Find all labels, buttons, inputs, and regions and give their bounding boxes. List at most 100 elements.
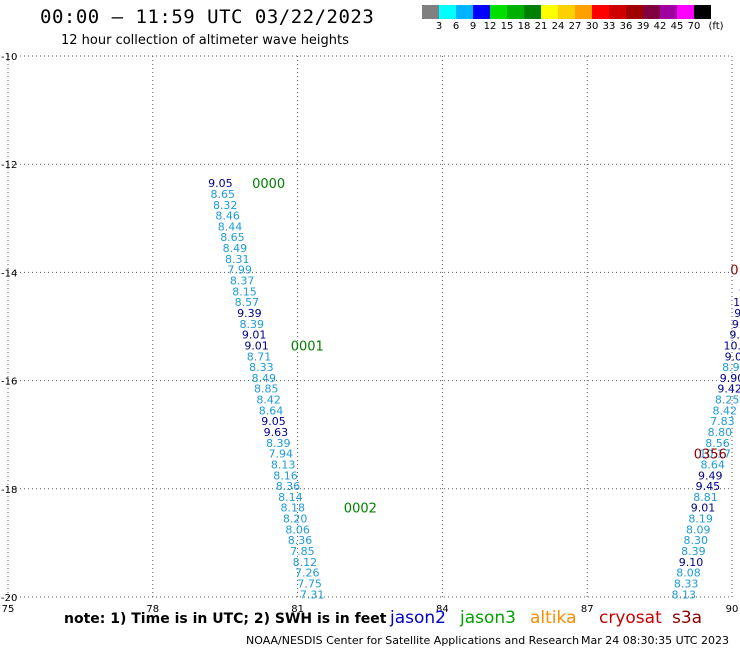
colorbar-tick-label: 42 <box>653 21 667 32</box>
colorbar-tick-label: 33 <box>602 21 616 32</box>
wave-height-label: 9.05 <box>208 177 233 190</box>
colorbar-tick-label: 6 <box>452 21 460 32</box>
wave-height-label: 9.01 <box>691 502 716 515</box>
colorbar-swatches <box>422 5 728 19</box>
wave-height-label: 9.39 <box>237 307 262 320</box>
wave-height-label: 8.14 <box>278 491 303 504</box>
colorbar-tick-label: 21 <box>534 21 548 32</box>
colorbar-tick-label: 27 <box>568 21 582 32</box>
x-tick-label: 90 <box>726 604 739 615</box>
wave-height-label: 8.85 <box>254 383 279 396</box>
x-tick-label: 87 <box>581 604 594 615</box>
wave-height-label: 8.18 <box>281 502 306 515</box>
wave-height-label: 7.26 <box>295 567 320 580</box>
y-tick-label: -16 <box>1 377 17 388</box>
wave-height-label: 8.08 <box>676 567 701 580</box>
wave-height-label: 8.31 <box>225 253 250 266</box>
wave-height-label: 10.17 <box>699 448 731 461</box>
generated-timestamp: Mar 24 08:30:35 UTC 2023 <box>581 634 729 647</box>
y-tick-label: -12 <box>1 160 17 171</box>
legend-jason3: jason3 <box>460 608 516 628</box>
colorbar-legend: 3 6 9 12 15 18 21 24 27 30 33 36 39 42 45 70 (ft) <box>422 5 728 37</box>
wave-height-label: 8.57 <box>235 296 260 309</box>
wave-height-label: 8.36 <box>276 480 301 493</box>
colorbar-swatch <box>507 5 524 19</box>
colorbar-tick-label: 30 <box>585 21 599 32</box>
colorbar-swatch <box>660 5 677 19</box>
pass-time-label: 0 <box>730 264 738 279</box>
colorbar-swatch <box>643 5 660 19</box>
colorbar-swatch <box>456 5 473 19</box>
y-tick-label: -10 <box>1 52 17 63</box>
wave-height-label: 8.65 <box>211 188 236 201</box>
chart-title: 00:00 – 11:59 UTC 03/22/2023 <box>40 6 375 28</box>
colorbar-swatch <box>490 5 507 19</box>
wave-height-label: 8.94 <box>722 361 740 374</box>
wave-height-label: 8.15 <box>232 285 257 298</box>
wave-height-label: 8.09 <box>686 523 711 536</box>
y-tick-label: -14 <box>1 268 17 279</box>
wave-height-label: 8.25 <box>715 394 740 407</box>
pass-time-label: 0000 <box>252 177 285 192</box>
wave-height-label: 8.42 <box>256 394 281 407</box>
colorbar-swatch <box>524 5 541 19</box>
colorbar-swatch <box>694 5 711 19</box>
wave-height-label: 10.62 <box>723 339 740 352</box>
wave-height-label: 8.39 <box>266 437 291 450</box>
wave-height-label: 7.75 <box>297 577 322 590</box>
wave-height-label: 8.64 <box>259 404 284 417</box>
colorbar-swatch <box>422 5 439 19</box>
colorbar-swatch <box>626 5 643 19</box>
colorbar-tick-label: 36 <box>619 21 633 32</box>
colorbar-swatch <box>677 5 694 19</box>
colorbar-tick-label: 9 <box>469 21 477 32</box>
wave-height-label: 9.50 <box>729 329 740 342</box>
wave-height-label: 8.13 <box>271 458 296 471</box>
colorbar-ticks: 3 6 9 12 15 18 21 24 27 30 33 36 39 42 45 70 (ft) <box>422 19 728 33</box>
colorbar-tick-label: 12 <box>483 21 497 32</box>
wave-height-label: 8.56 <box>705 437 730 450</box>
legend-cryosat: cryosat <box>599 608 662 628</box>
wave-height-label: 8.16 <box>273 469 298 482</box>
footer-note: note: 1) Time is in UTC; 2) SWH is in fe… <box>64 611 387 627</box>
legend-altika: altika <box>530 608 577 628</box>
y-tick-label: -20 <box>1 593 17 604</box>
wave-height-label: 9.90 <box>720 372 740 385</box>
wave-height-label: 9.01 <box>725 350 740 363</box>
colorbar-tick-label: 24 <box>551 21 565 32</box>
wave-height-label: 7.83 <box>710 415 735 428</box>
colorbar-tick-label: 70 <box>687 21 701 32</box>
colorbar-tick-label: 45 <box>670 21 684 32</box>
colorbar-swatch <box>541 5 558 19</box>
wave-height-label: 8.49 <box>252 372 277 385</box>
wave-height-label: 9.01 <box>242 329 267 342</box>
wave-height-label: 7.31 <box>300 588 325 601</box>
colorbar-tick-label: 18 <box>517 21 531 32</box>
colorbar-tick-label: 39 <box>636 21 650 32</box>
wave-height-label: 9.74 <box>732 318 740 331</box>
colorbar-swatch <box>473 5 490 19</box>
wave-height-label: 8.49 <box>223 242 248 255</box>
legend-s3a: s3a <box>672 608 703 628</box>
wave-height-label: 8.39 <box>681 545 706 558</box>
wave-height-label: 8.39 <box>239 318 264 331</box>
wave-height-label: 8.46 <box>215 210 240 223</box>
wave-height-label: 8.13 <box>671 588 696 601</box>
wave-height-label: 8.44 <box>218 220 243 233</box>
wave-height-label: 8.36 <box>288 534 313 547</box>
wave-height-label: 8.42 <box>713 404 738 417</box>
wave-height-label: 7.94 <box>268 448 293 461</box>
wave-height-label: 8.32 <box>213 199 238 212</box>
chart-subtitle: 12 hour collection of altimeter wave hei… <box>61 33 349 48</box>
wave-height-label: 8.65 <box>220 231 245 244</box>
colorbar-swatch <box>575 5 592 19</box>
x-tick-label: 75 <box>2 604 15 615</box>
wave-height-label: 7.85 <box>290 545 315 558</box>
wave-height-label: 8.30 <box>684 534 709 547</box>
wave-height-label: 8.37 <box>230 275 255 288</box>
pass-time-label: 0002 <box>344 502 377 517</box>
wave-height-label: 8.06 <box>285 523 310 536</box>
wave-height-label: 9.42 <box>717 383 740 396</box>
